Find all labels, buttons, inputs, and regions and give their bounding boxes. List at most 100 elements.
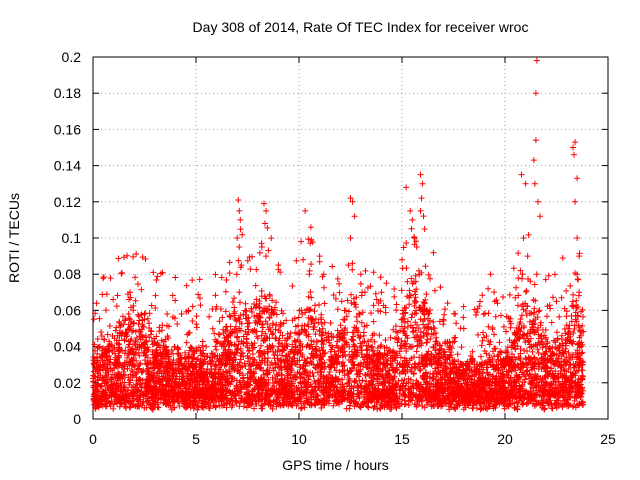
data-point xyxy=(116,403,123,410)
data-point xyxy=(554,329,561,336)
data-point xyxy=(395,378,402,385)
data-point xyxy=(125,311,132,318)
data-point xyxy=(412,307,419,314)
data-point xyxy=(411,353,418,360)
data-point xyxy=(242,300,249,307)
data-point xyxy=(237,299,244,306)
data-point xyxy=(136,365,143,372)
data-point xyxy=(131,319,138,326)
data-point xyxy=(248,398,255,405)
data-point xyxy=(224,400,231,407)
data-point xyxy=(325,397,332,404)
data-point xyxy=(393,405,400,412)
data-point xyxy=(168,347,175,354)
data-point xyxy=(231,295,238,302)
data-point xyxy=(308,383,315,390)
data-point xyxy=(135,320,142,327)
data-point xyxy=(312,302,319,309)
data-point xyxy=(333,367,340,374)
data-point xyxy=(119,347,126,354)
data-point xyxy=(387,334,394,341)
data-point xyxy=(295,314,302,321)
data-point xyxy=(507,375,514,382)
data-point xyxy=(378,342,385,349)
data-point xyxy=(120,368,127,375)
data-point xyxy=(512,346,519,353)
data-point xyxy=(245,314,252,321)
data-point xyxy=(353,393,360,400)
data-point xyxy=(406,301,413,308)
data-point xyxy=(404,318,411,325)
data-point xyxy=(223,404,230,411)
data-point xyxy=(275,343,282,350)
data-point xyxy=(287,330,294,337)
data-point xyxy=(465,402,472,409)
data-point xyxy=(535,349,542,356)
data-point xyxy=(349,329,356,336)
data-point xyxy=(336,369,343,376)
data-point xyxy=(539,344,546,351)
data-point xyxy=(107,343,114,350)
data-point xyxy=(208,365,215,372)
data-points xyxy=(90,57,587,413)
data-point xyxy=(269,297,276,304)
data-point xyxy=(469,405,476,412)
data-point xyxy=(404,323,411,330)
data-point xyxy=(231,304,238,311)
data-point xyxy=(136,376,143,383)
data-point xyxy=(423,291,430,298)
data-point xyxy=(337,322,344,329)
data-point xyxy=(335,347,342,354)
data-point xyxy=(187,344,194,351)
data-point xyxy=(146,334,153,341)
data-point xyxy=(234,334,241,341)
data-point xyxy=(535,308,542,315)
data-point xyxy=(565,325,572,332)
data-point xyxy=(253,333,260,340)
data-point xyxy=(578,393,585,400)
data-point xyxy=(121,317,128,324)
data-point xyxy=(273,311,280,318)
data-point xyxy=(424,339,431,346)
data-point xyxy=(321,319,328,326)
data-point xyxy=(299,311,306,318)
data-point xyxy=(232,342,239,349)
data-point xyxy=(144,315,151,322)
data-point xyxy=(384,351,391,358)
data-point xyxy=(576,344,583,351)
data-point xyxy=(257,342,264,349)
data-point xyxy=(133,346,140,353)
data-point xyxy=(408,314,415,321)
data-point xyxy=(266,303,273,310)
data-point xyxy=(265,355,272,362)
data-point xyxy=(522,288,529,295)
data-point xyxy=(269,330,276,337)
data-point xyxy=(269,331,276,338)
data-point xyxy=(340,330,347,337)
data-point xyxy=(347,368,354,375)
data-point xyxy=(431,325,438,332)
data-point xyxy=(272,326,279,333)
data-point xyxy=(203,343,210,350)
data-point xyxy=(428,326,435,333)
data-point xyxy=(305,293,312,300)
data-point xyxy=(507,374,514,381)
data-point xyxy=(276,348,283,355)
data-point xyxy=(579,367,586,374)
data-point xyxy=(160,400,167,407)
data-point xyxy=(351,301,358,308)
data-point xyxy=(341,307,348,314)
axis-ticks xyxy=(92,56,609,420)
data-point xyxy=(364,403,371,410)
data-point xyxy=(406,287,413,294)
data-point xyxy=(276,323,283,330)
data-point xyxy=(346,402,353,409)
data-point xyxy=(534,346,541,353)
data-point xyxy=(518,312,525,319)
data-point xyxy=(358,343,365,350)
data-point xyxy=(110,405,117,412)
data-point xyxy=(362,371,369,378)
data-point xyxy=(249,350,256,357)
data-point xyxy=(271,352,278,359)
